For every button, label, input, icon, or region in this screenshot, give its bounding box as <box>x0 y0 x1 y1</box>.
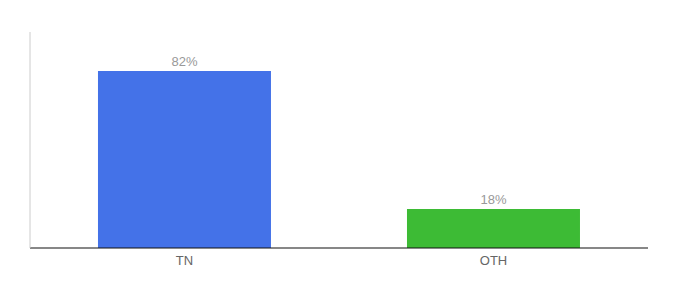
svg-text:TN: TN <box>176 253 193 268</box>
svg-text:18%: 18% <box>480 192 506 207</box>
svg-text:OTH: OTH <box>480 253 507 268</box>
svg-text:82%: 82% <box>171 54 197 69</box>
